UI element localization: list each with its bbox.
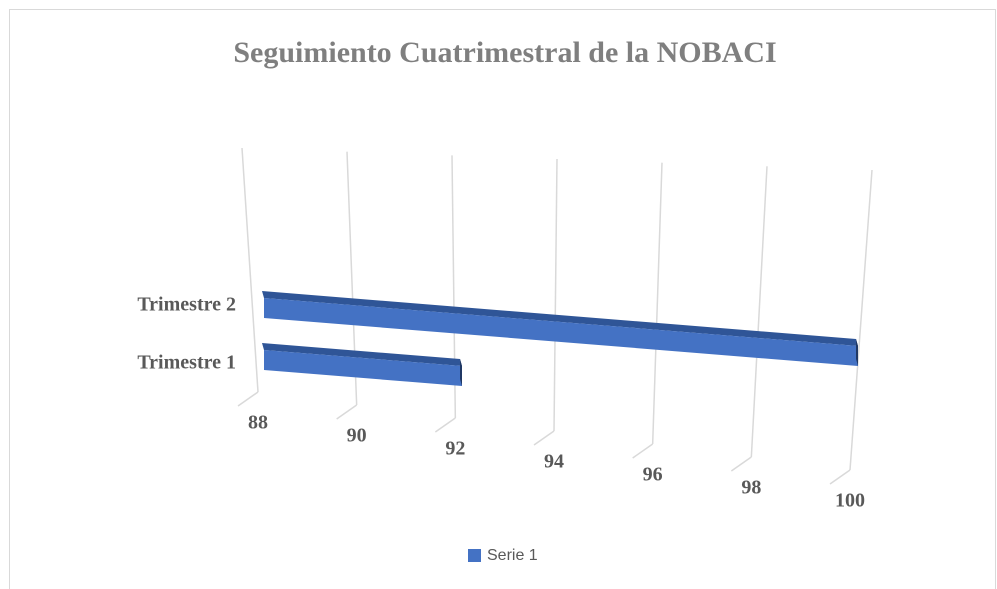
- bar-top: [262, 291, 858, 346]
- x-tick-label: 96: [643, 464, 663, 486]
- chart-border: [9, 9, 996, 589]
- tick-mark: [434, 417, 456, 433]
- tick-mark: [829, 469, 851, 485]
- grid-line: [849, 169, 873, 471]
- x-tick-label: 100: [835, 490, 865, 512]
- x-tick-label: 94: [544, 451, 564, 473]
- grid-line: [241, 147, 259, 393]
- bar-face: [264, 298, 858, 366]
- bar-top: [262, 343, 462, 366]
- tick-mark: [237, 391, 259, 407]
- bar: [262, 343, 462, 386]
- tick-mark: [533, 430, 555, 446]
- x-tick-label: 98: [741, 477, 761, 499]
- y-tick-label: Trimestre 2: [137, 294, 236, 316]
- tick-mark: [336, 404, 358, 420]
- x-tick-label: 90: [347, 425, 367, 447]
- grid-line: [651, 162, 663, 445]
- x-tick-label: 88: [248, 412, 268, 434]
- bar-end: [460, 359, 462, 386]
- legend-label: Serie 1: [487, 547, 538, 564]
- tick-mark: [632, 443, 654, 459]
- grid-line: [750, 166, 768, 458]
- legend-swatch: [468, 549, 481, 562]
- y-tick-label: Trimestre 1: [137, 352, 236, 374]
- bar: [262, 291, 858, 366]
- x-tick-label: 92: [445, 438, 465, 460]
- tick-mark: [730, 456, 752, 472]
- chart-title: Seguimiento Cuatrimestral de la NOBACI: [233, 36, 776, 69]
- bar-end: [856, 339, 858, 366]
- grid-line: [553, 158, 558, 432]
- bar-face: [264, 350, 462, 386]
